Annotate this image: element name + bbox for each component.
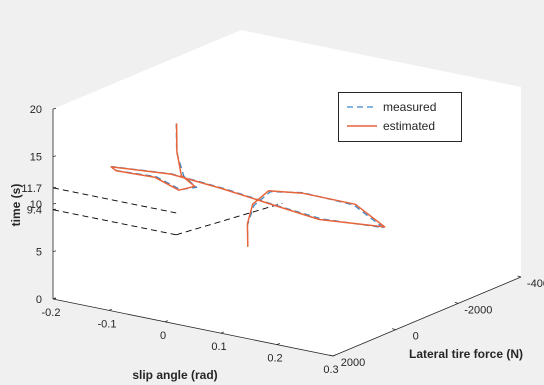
z-tick-mark — [52, 298, 57, 300]
y-axis-label: Lateral tire force (N) — [409, 347, 523, 361]
z-tick-label: 15 — [30, 152, 42, 164]
y-tick-label: 0 — [413, 331, 419, 343]
legend: measured estimated — [338, 92, 462, 142]
y-tick-mark — [392, 328, 396, 331]
x-tick-label: 0.3 — [323, 364, 338, 376]
z-tick-label: 0 — [36, 294, 42, 306]
series-lines — [110, 123, 386, 247]
x-tick-mark — [164, 320, 168, 323]
z-axis-label: time (s) — [9, 184, 23, 227]
y-tick-mark — [517, 275, 522, 278]
legend-item-estimated: estimated — [347, 118, 435, 134]
plot-background — [53, 30, 521, 356]
y-tick-mark — [454, 301, 459, 304]
x-axis-line — [52, 298, 334, 357]
time-marker-link — [176, 202, 283, 236]
x-tick-label: 0 — [160, 330, 166, 342]
x-tick-mark — [220, 331, 224, 334]
z-tick-mark — [52, 250, 57, 252]
x-tick-label: -0.2 — [42, 307, 61, 319]
tick-labels: -0.2 -0.1 0 0.1 0.2 0.3 -4000 -2000 0 2000 0 5 10 15 2… — [21, 104, 544, 376]
x-tick-label: 0.1 — [211, 341, 226, 353]
z-tick-label: 5 — [36, 247, 42, 259]
x-tick-mark — [108, 308, 112, 311]
x-tick-mark — [276, 343, 280, 345]
y-tick-label: -4000 — [527, 278, 544, 290]
legend-swatch-estimated — [347, 125, 377, 127]
legend-label-measured: measured — [383, 100, 437, 114]
z-tick-mark — [52, 203, 57, 205]
z-tick-mark — [52, 108, 57, 110]
legend-item-measured: measured — [347, 99, 436, 115]
x-axis-label: slip angle (rad) — [132, 368, 217, 382]
legend-swatch-measured — [347, 106, 377, 108]
series-estimated — [110, 123, 386, 247]
axes-box — [52, 30, 522, 357]
z-tick-mark — [52, 155, 57, 157]
y-axis-line — [332, 276, 522, 357]
y-tick-label: -2000 — [464, 304, 492, 316]
time-marker-line — [52, 187, 177, 214]
x-tick-label: 0.2 — [267, 353, 282, 365]
axis-titles: slip angle (rad) Lateral tire force (N) … — [9, 184, 523, 382]
x-tick-mark — [332, 354, 336, 357]
y-tick-mark — [329, 354, 334, 357]
time-markers — [52, 187, 283, 236]
z-tick-label-extra: 11.7 — [21, 183, 42, 195]
y-tick-label: 2000 — [341, 357, 365, 369]
time-marker-line — [52, 209, 177, 236]
z-tick-label: 20 — [30, 104, 42, 116]
legend-label-estimated: estimated — [383, 119, 436, 133]
z-tick-label: 10 — [30, 199, 42, 211]
x-tick-label: -0.1 — [98, 318, 117, 330]
z-tick-label-extra: 9.4 — [27, 205, 42, 217]
